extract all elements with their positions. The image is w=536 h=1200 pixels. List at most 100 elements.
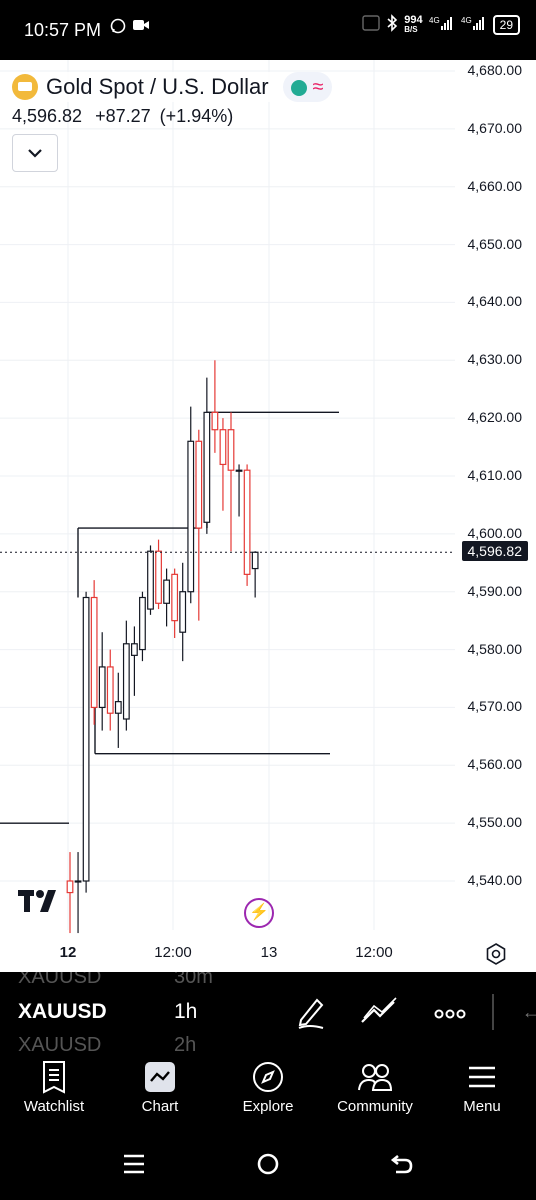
candle-body xyxy=(82,596,90,882)
current-price-tag: 4,596.82 xyxy=(461,541,528,562)
price-axis-label: 4,560.00 xyxy=(467,756,523,773)
candle-body xyxy=(66,880,74,894)
price-axis-label: 4,620.00 xyxy=(467,409,523,426)
time-label: 12 xyxy=(59,944,77,961)
candle-body xyxy=(227,429,235,471)
system-navigation-bar[interactable] xyxy=(0,1132,536,1200)
price-axis-label: 4,670.00 xyxy=(467,119,523,136)
home-icon[interactable] xyxy=(256,1152,280,1181)
net-speed: 994 B/S xyxy=(404,13,423,35)
time-label: 13 xyxy=(260,944,278,961)
candle-body xyxy=(122,643,130,720)
nav-menu[interactable]: Menu xyxy=(432,1052,532,1115)
candle-body xyxy=(179,591,187,633)
candle-body xyxy=(155,550,162,604)
gold-coin-icon xyxy=(12,74,38,100)
next-symbol: XAUUSD xyxy=(18,1034,102,1052)
status-bar: 10:57 PM 994 B/S 4G 4G 29 xyxy=(0,0,536,60)
collapse-button[interactable] xyxy=(12,134,58,172)
price-axis-label: 4,570.00 xyxy=(467,698,523,715)
arrow-left-icon[interactable]: ← xyxy=(522,1002,536,1022)
status-icons: 994 B/S 4G 4G 29 xyxy=(362,14,520,35)
candle-body xyxy=(195,440,203,529)
recent-apps-icon[interactable] xyxy=(122,1152,146,1181)
whatsapp-icon xyxy=(110,18,126,37)
price-axis-label: 4,540.00 xyxy=(467,872,523,888)
more-icon[interactable] xyxy=(434,1006,466,1024)
candle-body xyxy=(211,411,219,431)
candlestick-chart[interactable] xyxy=(0,60,536,972)
candle-body xyxy=(106,666,114,714)
nav-label: Menu xyxy=(463,1098,501,1115)
chart-area[interactable] xyxy=(0,60,536,972)
nav-label: Explore xyxy=(242,1098,294,1115)
candle-body xyxy=(98,666,106,709)
candle-body xyxy=(90,596,98,709)
price-axis-label: 4,580.00 xyxy=(467,640,523,657)
nav-label: Chart xyxy=(141,1098,179,1115)
back-icon[interactable] xyxy=(390,1152,414,1181)
candle-body xyxy=(171,573,179,622)
symbol-title: Gold Spot / U.S. Dollar xyxy=(46,74,269,99)
candle-body xyxy=(219,429,227,466)
hamburger-menu-icon xyxy=(469,1066,495,1088)
price-axis-label: 4,590.00 xyxy=(467,582,523,599)
price-axis-label: 4,660.00 xyxy=(467,177,523,194)
market-open-icon xyxy=(290,80,307,96)
price-axis-label: 4,610.00 xyxy=(467,467,523,483)
signal-icon-2: 4G xyxy=(461,15,487,34)
price-axis-label: 4,640.00 xyxy=(467,293,523,310)
candle-body xyxy=(251,551,259,570)
price-axis-label: 4,550.00 xyxy=(467,814,523,831)
nav-explore[interactable]: Explore xyxy=(218,1052,318,1115)
nav-label: Watchlist xyxy=(23,1098,85,1115)
candle-body xyxy=(114,701,122,714)
trend-line-icon[interactable] xyxy=(360,996,398,1031)
price-change: +87.27 xyxy=(95,106,151,126)
price-axis-label: 4,630.00 xyxy=(467,351,523,368)
candle-body xyxy=(235,469,243,472)
candle-body xyxy=(163,579,171,604)
compass-icon xyxy=(253,1062,283,1092)
battery-icon: 29 xyxy=(492,14,520,35)
toolbar-divider xyxy=(492,994,494,1030)
net-speed-value: 994 xyxy=(404,13,423,26)
chevron-down-icon xyxy=(28,149,42,158)
community-icon xyxy=(358,1064,393,1091)
nav-community[interactable]: Community xyxy=(325,1052,425,1115)
price-axis-label: 4,600.00 xyxy=(467,524,523,541)
nav-watchlist[interactable]: Watchlist xyxy=(4,1052,104,1115)
signal-icon-1: 4G xyxy=(429,15,455,34)
status-pill[interactable]: ≈ xyxy=(282,72,332,102)
tradingview-logo[interactable] xyxy=(18,888,66,922)
bottom-navigation[interactable]: Watchlist Chart Explore Community Menu xyxy=(0,1052,536,1132)
lightning-icon[interactable]: ⚡ xyxy=(244,898,274,928)
candle-body xyxy=(243,469,251,575)
price-axis-label: 4,650.00 xyxy=(467,235,523,252)
wave-icon: ≈ xyxy=(312,76,324,98)
symbol-header[interactable]: Gold Spot / U.S. Dollar ≈ xyxy=(12,72,332,102)
prev-interval: 30m xyxy=(174,972,213,988)
candle-body xyxy=(131,643,138,656)
nfc-icon xyxy=(362,15,380,34)
candle-body xyxy=(203,411,211,523)
nav-label: Community xyxy=(337,1098,413,1115)
last-price: 4,596.82 xyxy=(12,106,83,126)
bluetooth-icon xyxy=(386,14,398,35)
watchlist-icon xyxy=(43,1061,65,1094)
symbol-selector[interactable]: XAUUSD xyxy=(18,1000,107,1023)
candle-body xyxy=(187,440,195,593)
candle-body xyxy=(74,880,82,883)
drawing-pen-icon[interactable] xyxy=(295,994,327,1035)
nav-chart[interactable]: Chart xyxy=(110,1052,210,1115)
price-line: 4,596.82 +87.27 (+1.94%) xyxy=(12,106,233,127)
price-change-pct: (+1.94%) xyxy=(159,106,234,126)
time-label: 12:00 xyxy=(154,944,192,961)
chart-settings-icon[interactable] xyxy=(484,942,508,971)
video-icon xyxy=(132,18,150,35)
symbol-interval-bar[interactable]: XAUUSD 30m XAUUSD 1h XAUUSD 2h ← xyxy=(0,972,536,1052)
candle-body xyxy=(147,550,154,610)
price-axis-label: 4,680.00 xyxy=(467,62,523,78)
interval-selector[interactable]: 1h xyxy=(174,1000,198,1023)
time-label: 12:00 xyxy=(355,944,393,961)
